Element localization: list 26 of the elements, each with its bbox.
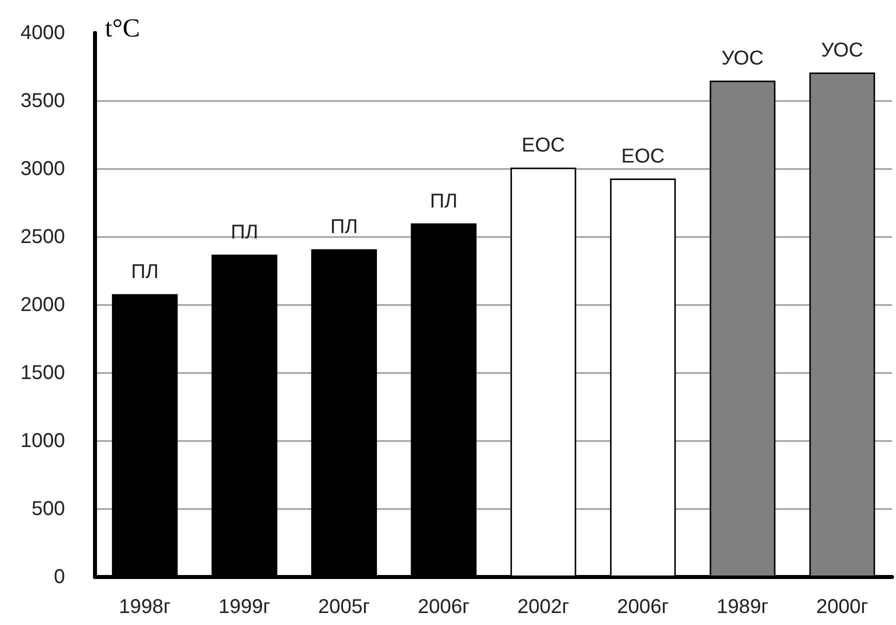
data-label: УОС bbox=[722, 48, 764, 70]
data-label: УОС bbox=[821, 39, 864, 62]
x-tick-label: 2002г bbox=[517, 596, 570, 618]
data-label: ПЛ bbox=[430, 190, 458, 212]
data-label: ПЛ bbox=[330, 216, 358, 238]
data-label: ПЛ bbox=[131, 261, 159, 284]
x-tick-label: 2005г bbox=[318, 596, 370, 618]
y-tick-label: 4000 bbox=[20, 22, 65, 44]
data-label: ЕОС bbox=[621, 146, 665, 168]
x-tick-label: 2006г bbox=[617, 596, 669, 618]
x-tick-label: 2006г bbox=[418, 596, 470, 618]
x-tick-label: 2000г bbox=[816, 596, 868, 618]
y-tick-label: 1500 bbox=[20, 362, 65, 384]
data-label: ПЛ bbox=[230, 222, 258, 244]
y-tick-label: 3500 bbox=[20, 90, 65, 112]
y-tick-label: 500 bbox=[32, 498, 65, 520]
y-tick-label: 2500 bbox=[20, 226, 65, 248]
y-tick-label: 2000 bbox=[20, 294, 65, 316]
y-tick-label: 0 bbox=[54, 566, 65, 588]
x-tick-label: 1999г bbox=[218, 596, 270, 618]
y-tick-label: 3000 bbox=[20, 158, 65, 180]
y-axis-title: t°C bbox=[105, 14, 140, 42]
x-tick-label: 1998г bbox=[118, 596, 171, 618]
x-tick-label: 1989г bbox=[716, 596, 768, 618]
y-tick-label: 1000 bbox=[20, 430, 65, 452]
data-label: ЕОС bbox=[522, 134, 565, 157]
